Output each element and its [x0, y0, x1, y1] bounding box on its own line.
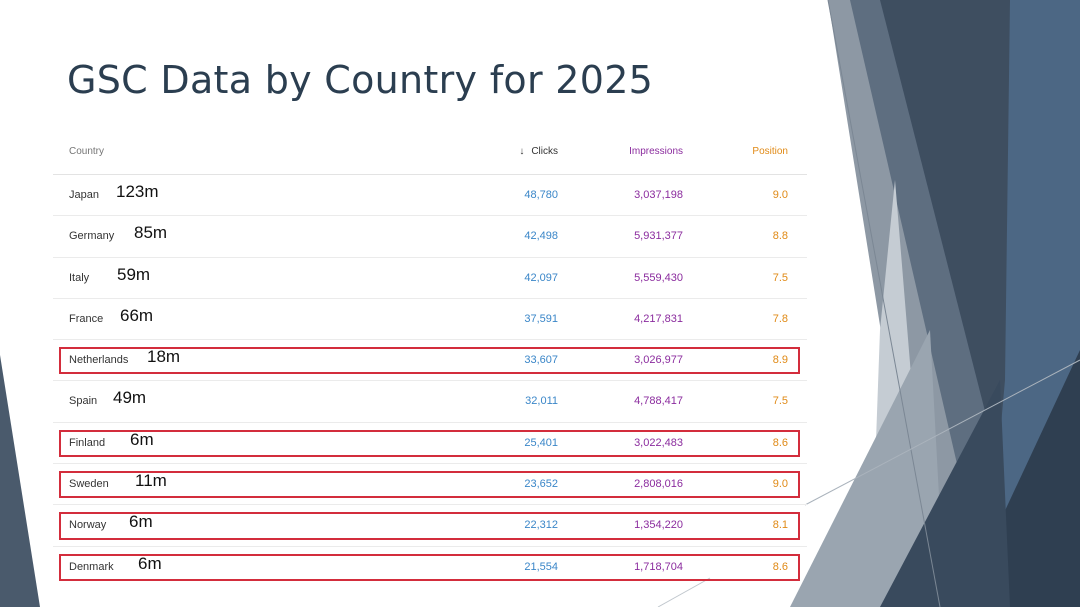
table-row[interactable]: Germany 85m 42,498 5,931,377 8.8 — [53, 216, 807, 258]
impressions-value: 3,037,198 — [634, 189, 683, 201]
population-annotation: 11m — [135, 471, 167, 491]
country-name: France — [69, 312, 104, 325]
clicks-value: 32,011 — [525, 395, 558, 408]
sort-down-arrow-icon: ↓ — [519, 146, 525, 157]
left-edge-shape — [0, 355, 40, 607]
impressions-value: 3,026,977 — [634, 354, 683, 367]
table-row[interactable]: Japan 123m 48,780 3,037,198 9.0 — [53, 175, 807, 217]
impressions-value: 3,022,483 — [634, 436, 683, 449]
slide-title: GSC Data by Country for 2025 — [67, 58, 654, 102]
column-header-clicks-label: Clicks — [531, 146, 558, 157]
impressions-value: 4,788,417 — [634, 395, 683, 408]
position-value: 8.6 — [772, 436, 788, 449]
country-name: Finland — [69, 436, 106, 449]
table-row[interactable]: Spain 49m 32,011 4,788,417 7.5 — [53, 381, 807, 423]
country-name: Norway — [69, 519, 107, 532]
country-name: Germany — [69, 230, 115, 243]
table-row[interactable]: Denmark 6m 21,554 1,718,704 8.6 — [53, 547, 807, 587]
country-name: Netherlands — [69, 354, 129, 367]
country-name: Japan — [69, 189, 99, 201]
thin-line-3 — [657, 577, 711, 607]
bottom-triangle — [790, 330, 945, 607]
population-annotation: 6m — [138, 553, 162, 573]
population-annotation: 66m — [120, 305, 154, 325]
position-value: 7.5 — [772, 395, 788, 408]
population-annotation: 85m — [134, 223, 168, 243]
country-name: Denmark — [69, 560, 114, 573]
thin-line-1 — [827, 0, 941, 607]
clicks-value: 23,652 — [524, 478, 558, 491]
country-name: Italy — [69, 271, 90, 284]
country-name: Spain — [69, 395, 98, 408]
clicks-value: 21,554 — [524, 560, 558, 573]
country-name: Sweden — [69, 478, 109, 491]
clicks-value: 42,097 — [524, 271, 558, 284]
position-value: 8.1 — [772, 519, 788, 532]
bottom-dark-triangle — [880, 380, 1010, 607]
clicks-value: 22,312 — [524, 519, 558, 532]
position-value: 8.9 — [772, 354, 788, 367]
table-row[interactable]: France 66m 37,591 4,217,831 7.8 — [53, 299, 807, 341]
impressions-value: 4,217,831 — [634, 312, 683, 325]
thin-line-2 — [804, 359, 1080, 506]
position-value: 7.8 — [772, 312, 788, 325]
table-row[interactable]: Sweden 11m 23,652 2,808,016 9.0 — [53, 464, 807, 506]
table-header: Country ↓ Clicks Impressions Position — [53, 132, 807, 175]
clicks-value: 42,498 — [524, 230, 558, 243]
clicks-value: 48,780 — [524, 189, 558, 201]
column-header-clicks[interactable]: ↓ Clicks — [519, 146, 558, 157]
impressions-value: 2,808,016 — [634, 478, 683, 491]
impressions-value: 1,354,220 — [634, 519, 683, 532]
position-value: 9.0 — [772, 189, 788, 201]
position-value: 7.5 — [772, 271, 788, 284]
position-value: 8.6 — [772, 560, 788, 573]
table-row[interactable]: Norway 6m 22,312 1,354,220 8.1 — [53, 505, 807, 547]
impressions-value: 1,718,704 — [634, 560, 683, 573]
population-annotation: 123m — [116, 182, 159, 201]
table-row[interactable]: Netherlands 18m 33,607 3,026,977 8.9 — [53, 340, 807, 382]
population-annotation: 59m — [117, 264, 151, 284]
population-annotation: 18m — [147, 347, 181, 367]
country-table: Country ↓ Clicks Impressions Position Jap… — [53, 132, 807, 587]
column-header-country[interactable]: Country — [69, 146, 105, 157]
table-row[interactable]: Finland 6m 25,401 3,022,483 8.6 — [53, 423, 807, 465]
column-header-impressions[interactable]: Impressions — [629, 146, 683, 157]
clicks-value: 37,591 — [524, 312, 558, 325]
population-annotation: 6m — [130, 429, 154, 449]
position-value: 9.0 — [772, 478, 788, 491]
impressions-value: 5,559,430 — [634, 271, 683, 284]
population-annotation: 49m — [113, 388, 147, 408]
clicks-value: 33,607 — [524, 354, 558, 367]
column-header-position[interactable]: Position — [752, 146, 788, 157]
table-row[interactable]: Italy 59m 42,097 5,559,430 7.5 — [53, 258, 807, 299]
clicks-value: 25,401 — [524, 436, 558, 449]
position-value: 8.8 — [772, 230, 788, 243]
population-annotation: 6m — [129, 512, 153, 532]
impressions-value: 5,931,377 — [634, 230, 683, 243]
